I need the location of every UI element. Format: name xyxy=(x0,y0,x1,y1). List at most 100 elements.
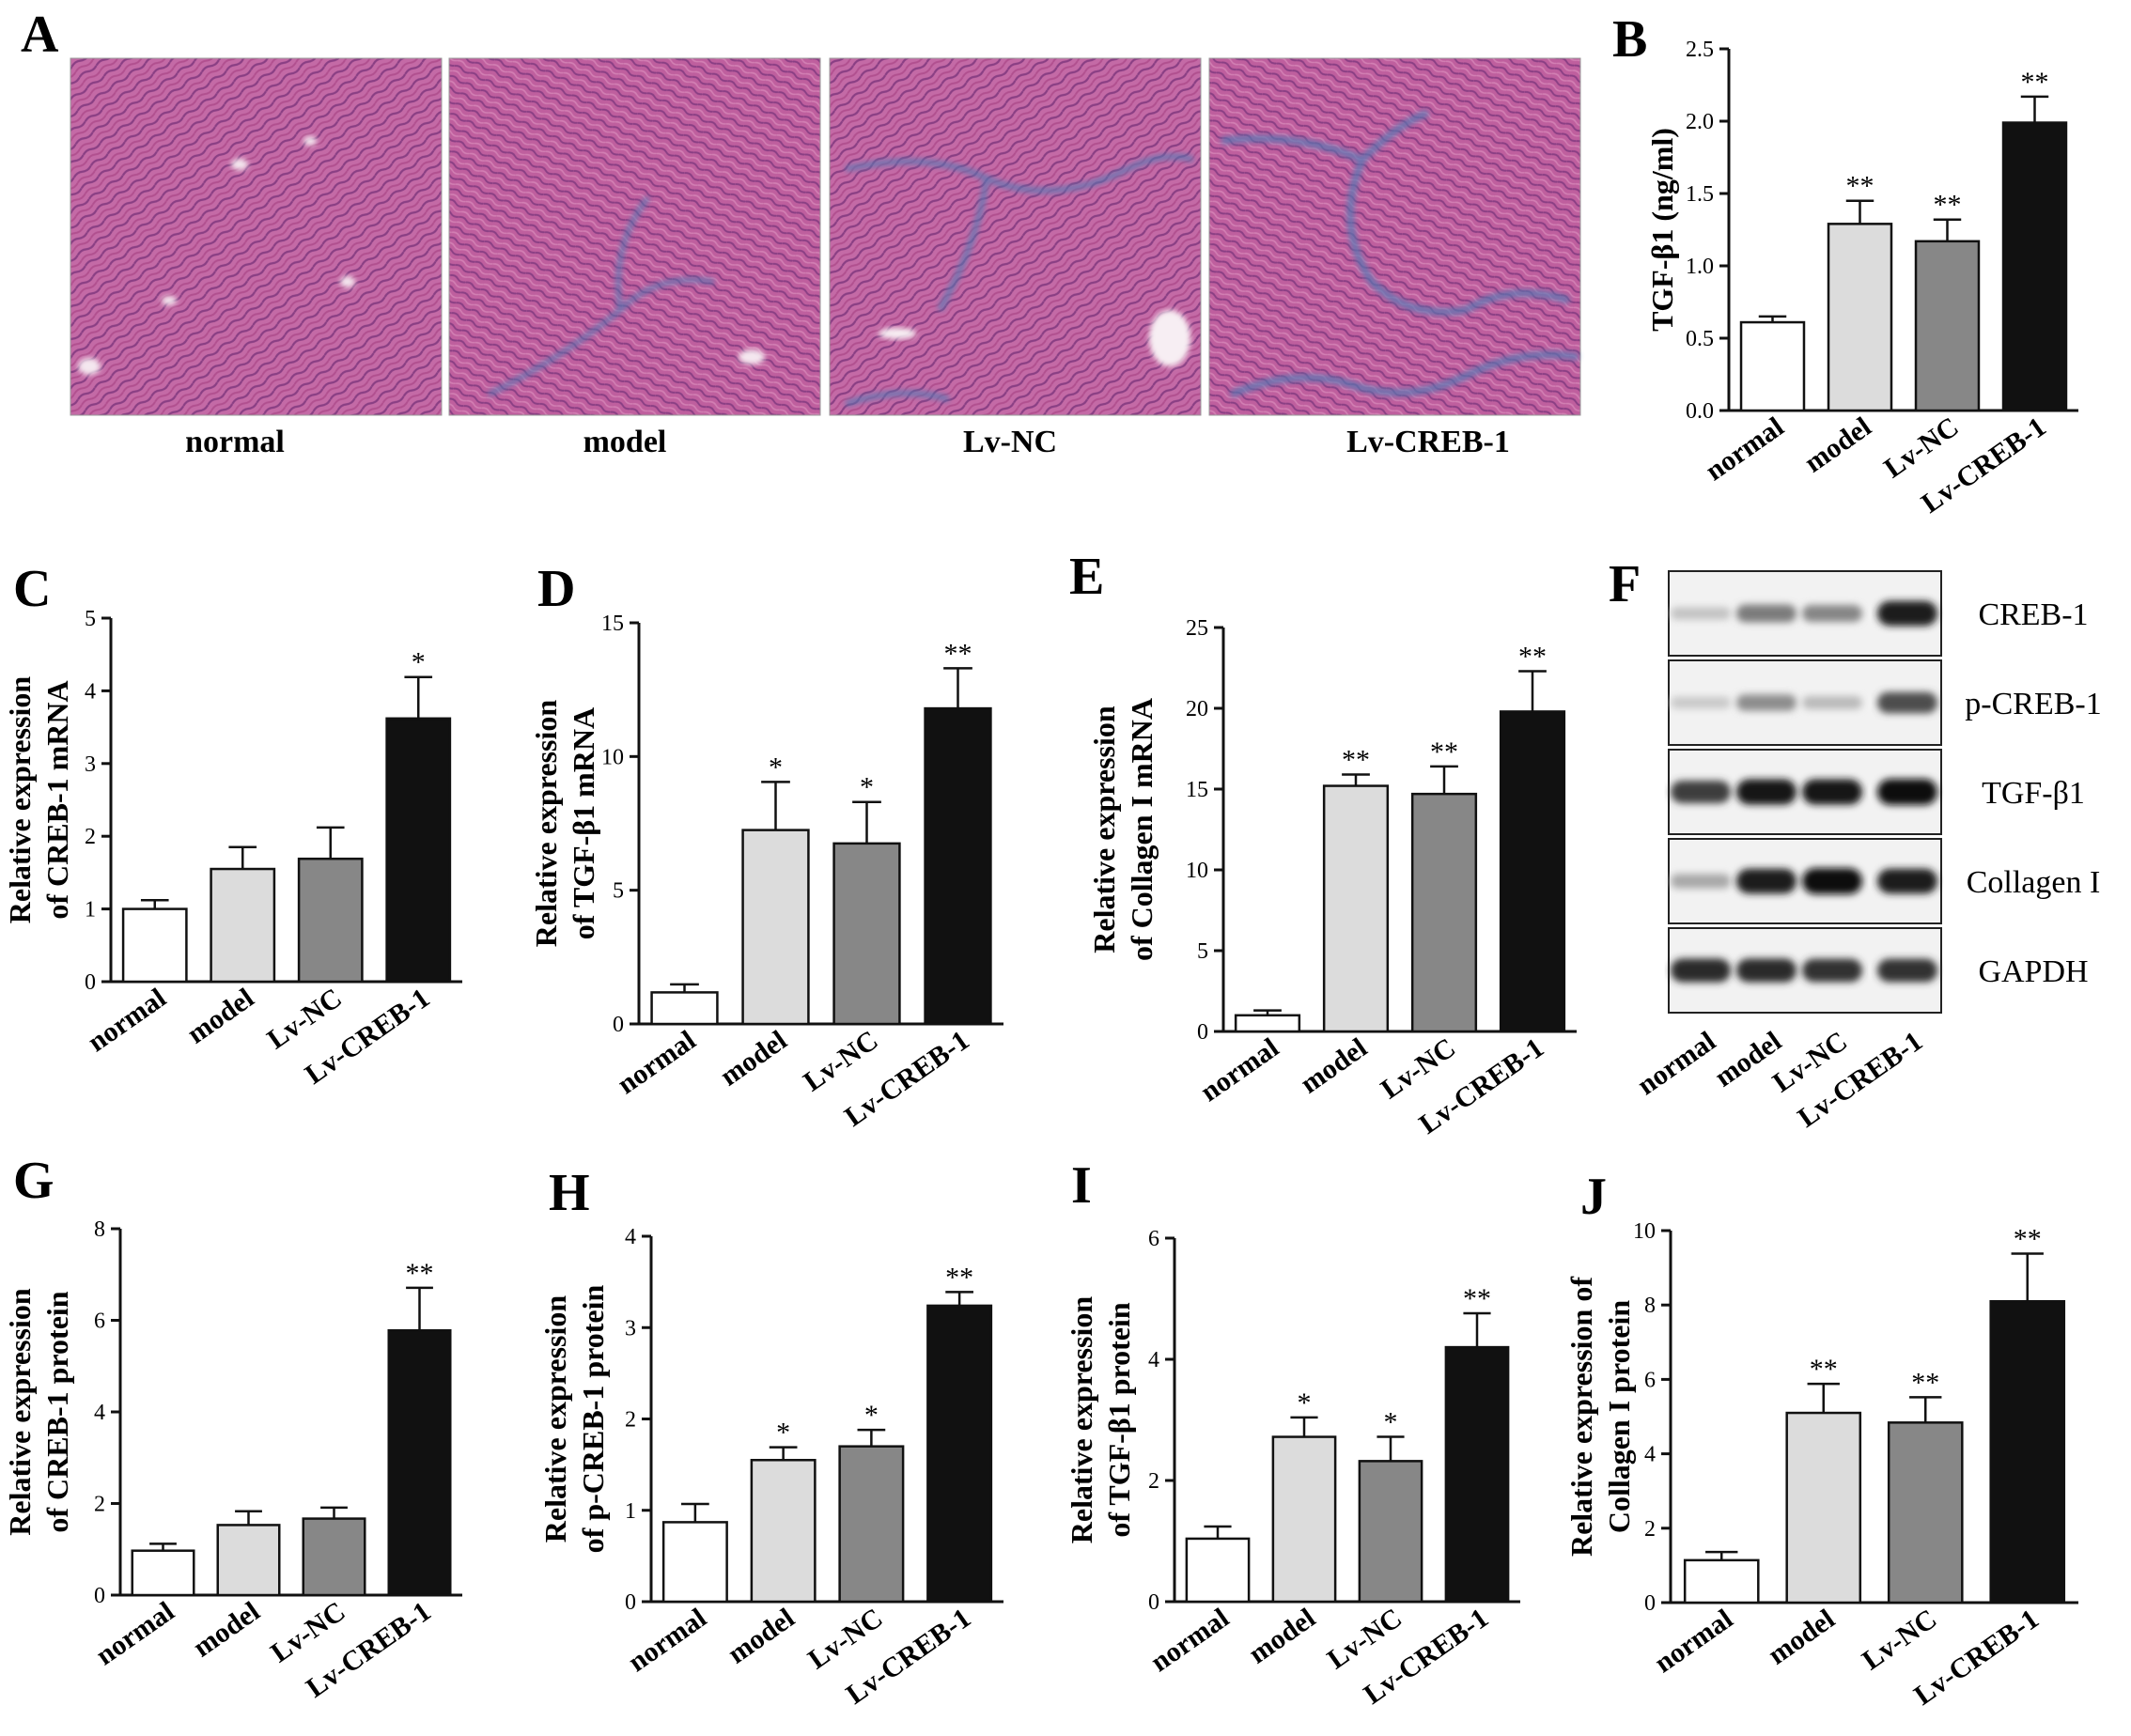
error-bar xyxy=(1705,1550,1738,1560)
error-bar xyxy=(316,826,345,860)
panel-a-micrographs: A xyxy=(21,6,1581,459)
y-axis-label: of p-CREB-1 protein xyxy=(576,1284,610,1553)
significance-marker: ** xyxy=(1518,641,1547,672)
blot-lane-label: normal xyxy=(1632,1026,1721,1102)
bar-normal xyxy=(661,1521,728,1604)
blot-row-gapdh: GAPDH xyxy=(1668,927,2089,1014)
significance-marker: ** xyxy=(2014,1224,2042,1255)
bar-lv-creb-1 xyxy=(1499,710,1566,1033)
y-axis-label: Relative expression xyxy=(1065,1296,1098,1544)
error-bar xyxy=(1518,670,1547,712)
error-bar xyxy=(2011,1252,2044,1302)
error-bar xyxy=(406,1286,433,1331)
blot-row-creb-1: CREB-1 xyxy=(1668,570,2089,657)
error-bar xyxy=(670,983,699,993)
y-tick-label: 2 xyxy=(85,825,96,849)
y-tick-label: 2.0 xyxy=(1686,110,1714,134)
error-bar xyxy=(1463,1311,1491,1348)
error-bar xyxy=(943,667,972,709)
significance-marker: * xyxy=(1298,1387,1312,1418)
error-bar xyxy=(228,845,257,870)
y-tick-label: 1.0 xyxy=(1686,255,1714,279)
error-bar xyxy=(140,899,169,909)
blot-band xyxy=(1671,696,1731,709)
y-tick-label: 10 xyxy=(1186,859,1208,883)
error-bar xyxy=(404,675,433,719)
blot-band xyxy=(1877,600,1937,627)
y-tick-label: 0 xyxy=(1644,1591,1656,1616)
significance-marker: * xyxy=(860,772,874,803)
y-axis-label: of TGF-β1 protein xyxy=(1102,1302,1136,1538)
y-tick-label: 1.5 xyxy=(1686,182,1714,207)
y-tick-label: 0 xyxy=(1148,1590,1159,1615)
significance-marker: * xyxy=(1384,1407,1398,1438)
y-tick-label: 2 xyxy=(1148,1469,1159,1494)
bar-lv-nc xyxy=(838,1445,905,1604)
significance-marker: * xyxy=(776,1418,790,1449)
y-tick-label: 10 xyxy=(1633,1219,1656,1244)
blot-band xyxy=(1671,874,1731,889)
micrograph-label-lv-creb-1: Lv-CREB-1 xyxy=(1346,425,1510,459)
y-tick-label: 5 xyxy=(1197,939,1208,964)
error-bar xyxy=(1758,315,1787,323)
panel-letter-h: H xyxy=(549,1164,590,1222)
significance-marker: * xyxy=(864,1400,879,1431)
error-bar xyxy=(320,1506,348,1519)
y-tick-label: 6 xyxy=(94,1310,105,1334)
y-tick-label: 3 xyxy=(85,752,96,777)
y-tick-label: 0 xyxy=(94,1584,105,1608)
blot-band xyxy=(1802,779,1862,805)
blot-band xyxy=(1877,868,1937,894)
bar-lv-creb-1 xyxy=(924,706,992,1026)
y-tick-label: 0.0 xyxy=(1686,399,1714,424)
blot-protein-label: TGF-β1 xyxy=(1982,776,2085,811)
y-axis-label: Relative expression of xyxy=(1564,1277,1598,1557)
blot-band xyxy=(1736,694,1797,711)
panel-letter-j: J xyxy=(1580,1168,1607,1226)
chart-j: J 0 2 4 6 8 10 Relative expression of Collagen I… xyxy=(1564,1168,2078,1712)
bar-model xyxy=(1827,223,1893,412)
bar-lv-creb-1 xyxy=(1444,1345,1510,1604)
x-category-label: model xyxy=(1295,1032,1373,1100)
bar-model xyxy=(741,829,810,1026)
y-axis-label: TGF-β1 (ng/ml) xyxy=(1645,128,1679,332)
panel-letter-c: C xyxy=(13,560,51,618)
micrograph-normal xyxy=(70,57,443,416)
x-category-label: Lv-NC xyxy=(1857,1604,1942,1677)
blot-band xyxy=(1671,958,1731,983)
bar-normal xyxy=(650,991,719,1026)
panel-letter-i: I xyxy=(1071,1156,1092,1215)
y-tick-label: 2 xyxy=(94,1493,105,1517)
chart-c: C 0 1 2 3 4 5 Relative expression of CREB-1 mRNA… xyxy=(3,560,462,1091)
significance-marker: ** xyxy=(1810,1354,1838,1385)
micrograph-label-lv-nc: Lv-NC xyxy=(963,425,1057,459)
y-tick-label: 5 xyxy=(85,607,96,631)
error-bar xyxy=(1845,199,1874,225)
bar-lv-creb-1 xyxy=(1989,1299,2066,1604)
y-tick-label: 1 xyxy=(85,898,96,922)
y-axis-label: Relative expression xyxy=(538,1295,572,1543)
error-bar xyxy=(1377,1435,1405,1462)
bar-model xyxy=(210,867,276,984)
bar-lv-nc xyxy=(297,857,364,984)
blot-protein-label: GAPDH xyxy=(1978,954,2088,989)
bar-normal xyxy=(1185,1537,1251,1604)
blot-band xyxy=(1736,958,1797,983)
significance-marker: * xyxy=(412,647,426,678)
blot-protein-label: Collagen I xyxy=(1967,865,2101,900)
y-axis-label: of CREB-1 mRNA xyxy=(40,680,74,919)
blot-row-collagen-i: Collagen I xyxy=(1668,838,2101,924)
x-category-label: model xyxy=(1798,411,1876,479)
chart-d: D 0 5 10 15 Relative expression of TGF-β1 mRNA… xyxy=(529,560,1003,1133)
significance-marker: ** xyxy=(945,1262,973,1293)
y-axis-label: Relative expression xyxy=(3,1288,37,1536)
blot-band xyxy=(1736,604,1797,623)
y-tick-label: 6 xyxy=(1644,1368,1656,1392)
bar-lv-creb-1 xyxy=(385,717,452,984)
significance-marker: ** xyxy=(1934,190,1962,221)
x-category-label: model xyxy=(714,1025,792,1093)
error-bar xyxy=(235,1510,262,1526)
y-tick-label: 20 xyxy=(1186,697,1208,721)
bar-lv-nc xyxy=(1410,792,1478,1033)
bar-model xyxy=(1322,784,1390,1033)
